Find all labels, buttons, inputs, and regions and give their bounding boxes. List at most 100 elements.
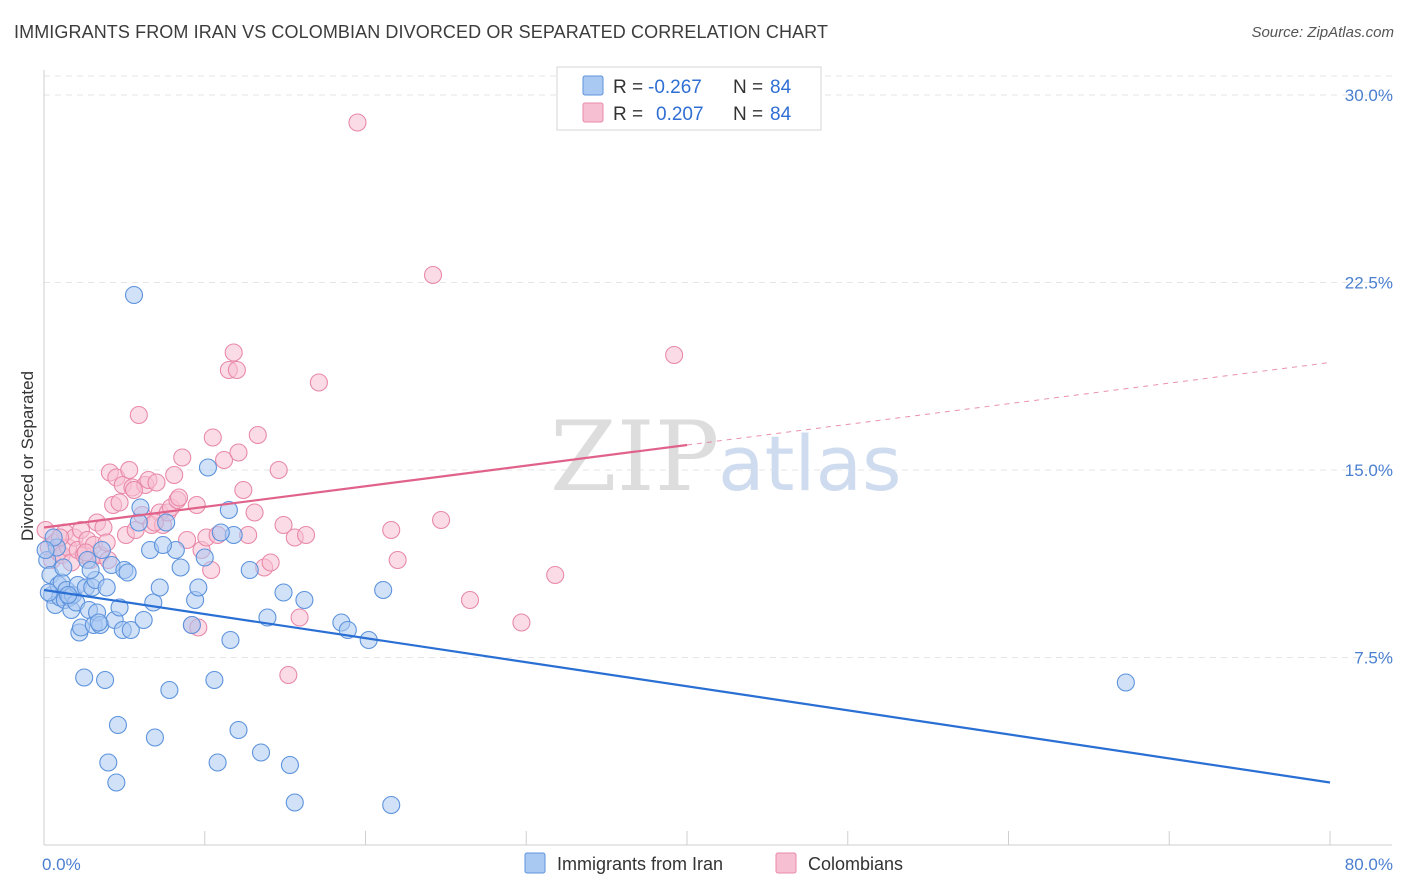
point-iran-76 [89,613,108,632]
point-colombian-34 [147,473,166,492]
point-iran-55 [208,753,227,772]
point-iran-83 [134,610,153,630]
point-colombian-58 [261,553,280,572]
point-iran-56 [219,500,238,520]
point-iran-47 [160,680,179,700]
point-colombian-41 [173,448,192,467]
point-colombian-29 [129,405,148,425]
point-iran-39 [124,285,144,305]
bottom-legend-label-colombian: Colombians [808,854,903,874]
point-iran-82 [81,560,100,580]
point-iran-8 [54,558,73,577]
point-colombian-53 [234,480,253,500]
point-colombian-63 [296,525,316,545]
point-colombian-64 [309,373,328,392]
point-iran-52 [195,548,214,567]
point-iran-57 [221,630,240,650]
point-iran-51 [189,578,208,597]
point-iran-81 [36,540,55,560]
bottom-legend-swatch-iran [524,852,546,874]
point-colombian-44 [187,495,206,515]
point-iran-43 [144,593,163,612]
point-colombian-73 [665,345,684,365]
point-colombian-42 [178,530,197,550]
point-iran-27 [92,540,111,560]
point-iran-66 [295,590,314,610]
point-iran-59 [229,720,248,740]
point-iran-45 [150,578,169,597]
point-colombian-65 [348,113,367,132]
point-colombian-39 [165,465,184,485]
legend-r-label-iran: R = [613,77,643,98]
bottom-legend-swatch-colombian [775,852,797,874]
point-colombian-75 [227,360,246,380]
point-iran-18 [75,668,94,687]
data-points [36,113,1135,815]
y-tick-label-0: 7.5% [1354,649,1393,668]
point-iran-44 [145,728,164,747]
legend-n-label-colombian: N = [733,104,763,125]
point-colombian-72 [546,565,565,585]
point-colombian-66 [382,520,401,540]
point-iran-78 [153,535,173,555]
legend-swatch-colombian [582,102,604,123]
point-colombian-59 [274,515,293,535]
watermark-atlas: atlas [718,419,902,508]
point-iran-77 [121,620,140,640]
point-iran-80 [211,523,230,542]
point-iran-30 [99,753,118,772]
x-tick-label-max: 80.0% [1345,855,1393,874]
point-colombian-62 [290,608,309,627]
point-iran-53 [198,458,218,477]
point-iran-72 [1116,673,1135,692]
point-iran-28 [96,670,115,690]
point-colombian-55 [245,503,264,522]
point-colombian-52 [229,443,248,462]
correlation-legend: R = -0.267 N = 84 R = 0.207 N = 84 [556,66,822,131]
point-iran-79 [182,615,201,635]
legend-r-value-colombian: 0.207 [656,104,704,125]
point-iran-46 [157,513,176,532]
point-colombian-26 [120,460,139,480]
legend-n-label-iran: N = [733,77,763,98]
legend-r-label-colombian: R = [613,104,643,125]
y-tick-label-2: 22.5% [1345,274,1393,293]
y-tick-label-1: 15.0% [1345,461,1393,480]
y-axis-label: Divorced or Separated [18,371,37,541]
point-colombian-67 [388,550,407,570]
legend-n-value-iran: 84 [770,77,792,98]
point-iran-35 [110,598,129,617]
point-iran-65 [285,793,304,812]
x-tick-label-min: 0.0% [42,855,81,874]
point-colombian-80 [124,480,144,500]
axes [43,70,1392,846]
watermark-zip: ZIP [550,401,719,513]
point-colombian-51 [224,343,243,362]
point-colombian-71 [512,613,531,632]
point-iran-38 [118,563,137,582]
legend-n-value-colombian: 84 [770,104,792,125]
point-iran-70 [374,580,393,600]
y-tick-label-3: 30.0% [1345,86,1393,105]
bottom-legend-label-iran: Immigrants from Iran [557,854,723,874]
chart-title: IMMIGRANTS FROM IRAN VS COLOMBIAN DIVORC… [14,22,829,42]
point-colombian-23 [110,493,129,512]
legend-swatch-iran [582,75,604,96]
chart-source: Source: ZipAtlas.com [1251,24,1394,41]
point-colombian-47 [203,428,222,447]
watermark: ZIP atlas [550,401,902,513]
y-tick-labels: 7.5% 15.0% 22.5% 30.0% [1345,86,1393,668]
point-iran-54 [205,670,224,690]
point-iran-29 [97,578,116,597]
point-iran-64 [280,755,299,775]
legend-r-value-iran: -0.267 [648,77,702,98]
point-iran-60 [240,560,259,580]
point-iran-61 [251,743,271,762]
point-colombian-78 [169,488,189,507]
point-iran-33 [107,773,126,792]
point-iran-71 [382,795,401,815]
trend-line-iran [43,588,1331,784]
point-colombian-74 [269,460,288,480]
point-colombian-60 [279,665,298,685]
